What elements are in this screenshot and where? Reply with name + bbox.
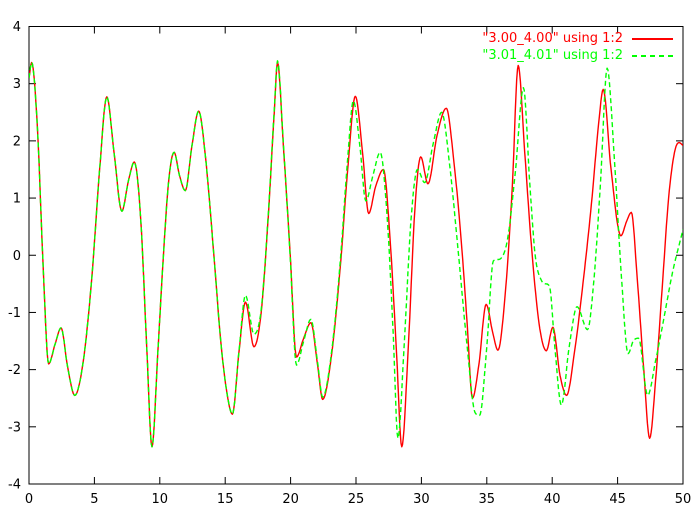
x-tick-label: 5	[90, 492, 98, 507]
series-line-green-dashed	[29, 60, 683, 448]
legend-label-series-2: "3.01_4.01" using 1:2	[482, 48, 623, 63]
y-tick-label: 2	[13, 134, 21, 149]
legend-line-sample-solid	[632, 37, 673, 40]
legend-line-sample-dashed	[632, 54, 673, 57]
x-tick-label: 10	[152, 492, 169, 507]
legend: "3.00_4.00" using 1:2 "3.01_4.01" using …	[482, 30, 673, 64]
x-tick-label: 35	[479, 492, 496, 507]
y-tick-label: 1	[13, 192, 21, 207]
series-line-red-solid	[29, 61, 683, 448]
x-tick-label: 20	[282, 492, 299, 507]
legend-entry: "3.00_4.00" using 1:2	[482, 30, 673, 47]
x-tick-label: 40	[544, 492, 561, 507]
y-tick-label: -3	[8, 420, 21, 435]
x-tick-label: 30	[413, 492, 430, 507]
y-tick-label: 4	[13, 20, 21, 35]
y-tick-label: -4	[8, 478, 21, 493]
legend-label-series-1: "3.00_4.00" using 1:2	[482, 31, 623, 46]
x-tick-label: 15	[217, 492, 234, 507]
x-tick-label: 25	[348, 492, 365, 507]
y-tick-label: -1	[8, 306, 21, 321]
y-tick-label: -2	[8, 363, 21, 378]
y-tick-label: 0	[13, 249, 21, 264]
x-tick-label: 0	[25, 492, 33, 507]
legend-entry: "3.01_4.01" using 1:2	[482, 47, 673, 64]
x-tick-label: 50	[675, 492, 692, 507]
plot-border	[28, 26, 684, 485]
y-tick-label: 3	[13, 77, 21, 92]
x-tick-label: 45	[609, 492, 626, 507]
